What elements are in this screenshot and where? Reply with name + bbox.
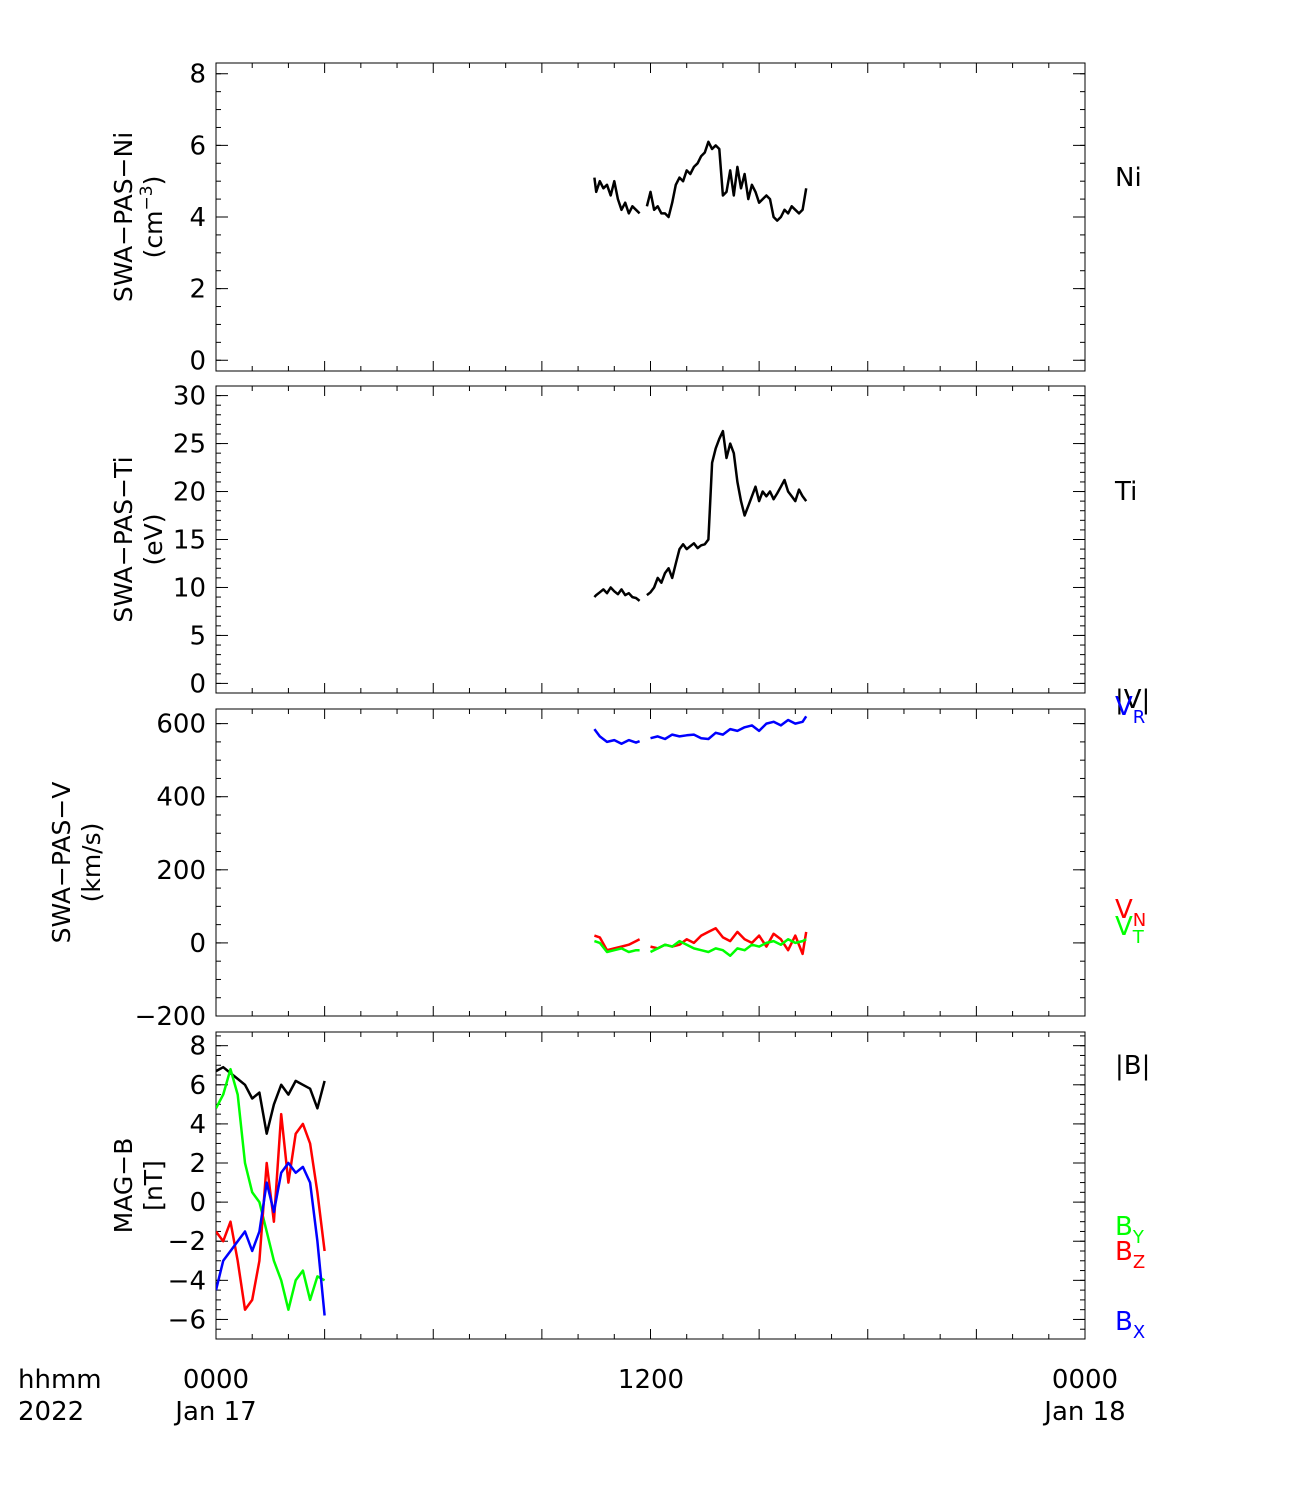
y-tick-label: −200 (135, 1002, 206, 1032)
legend-label: Ni (1115, 163, 1142, 193)
y-axis-label-line2: (eV) (139, 514, 168, 566)
y-tick-label: 2 (189, 275, 206, 305)
y-tick-label: 8 (189, 60, 206, 90)
legend-label: |V| (1115, 685, 1150, 715)
y-axis-label-line2: (km/s) (77, 823, 106, 903)
y-tick-label: 200 (156, 856, 206, 886)
y-tick-label: 400 (156, 783, 206, 813)
y-tick-label: 10 (173, 573, 206, 603)
y-tick-label: 20 (173, 478, 206, 508)
series-line-ni (593, 140, 808, 222)
panel-frame (215, 1031, 1086, 1340)
x-date-label-jan-17: Jan 17 (173, 1397, 256, 1427)
y-tick-label: 25 (173, 430, 206, 460)
y-axis-label-line1: MAG−B (109, 1138, 138, 1234)
y-tick-label: 6 (189, 1071, 206, 1101)
panel-ti: 0 5 10 15 20 25 30 SWA−PAS−Ti (eV) Ti (109, 382, 1137, 700)
panel-frame (215, 708, 1086, 1017)
series-line-vt (594, 938, 807, 957)
panel-frame (215, 385, 1086, 694)
y-tick-label: 30 (173, 382, 206, 412)
y-tick-label: 8 (189, 1032, 206, 1062)
legend-label: Ti (1114, 477, 1137, 507)
y-axis-label-line1: SWA−PAS−V (47, 782, 76, 944)
legend-label: |B| (1115, 1051, 1150, 1081)
y-tick-label: 5 (189, 621, 206, 651)
y-tick-label: 4 (189, 203, 206, 233)
legend-label: VN (1115, 895, 1146, 931)
x-tick-label-0000-end: 0000 (1052, 1365, 1118, 1395)
y-tick-label: 0 (189, 346, 206, 376)
y-axis-label-line1: SWA−PAS−Ni (109, 132, 138, 302)
y-tick-label: −2 (168, 1227, 206, 1257)
series-line-ti (593, 429, 808, 602)
y-tick-label: −4 (168, 1266, 206, 1296)
panel-ni: 0 2 4 6 8 SWA−PAS−Ni (cm−3) Ni (109, 60, 1142, 377)
y-axis-label-line1: SWA−PAS−Ti (109, 456, 138, 622)
x-tick-label-0000-start: 0000 (183, 1365, 249, 1395)
y-tick-label: 0 (189, 669, 206, 699)
series-line-vr (593, 715, 808, 745)
y-tick-label: 0 (189, 929, 206, 959)
x-date-label-jan-18: Jan 18 (1042, 1397, 1125, 1427)
legend-label: BZ (1115, 1237, 1145, 1273)
series-line-b (216, 1065, 326, 1135)
y-tick-label: 2 (189, 1149, 206, 1179)
y-axis-label-line2: (cm−3) (137, 176, 168, 259)
series-line-by (216, 1067, 326, 1311)
series-line-bz (216, 1112, 326, 1311)
y-tick-label: 15 (173, 526, 206, 556)
y-tick-label: 600 (156, 710, 206, 740)
y-tick-label: 0 (189, 1188, 206, 1218)
legend-label: BY (1115, 1212, 1145, 1248)
y-tick-label: −6 (168, 1305, 206, 1335)
time-row-label-hhmm: hhmm (18, 1365, 102, 1395)
y-axis-label-line2: [nT] (139, 1160, 168, 1211)
legend-label: VR (1115, 692, 1145, 728)
x-tick-label-1200: 1200 (618, 1365, 684, 1395)
panel-frame (215, 62, 1086, 372)
y-tick-label: 6 (189, 131, 206, 161)
time-row-label-year: 2022 (18, 1397, 84, 1427)
legend-label: BX (1115, 1307, 1145, 1343)
time-axis-labels: hhmm 2022 0000 1200 0000 Jan 17 Jan 18 (18, 1365, 1126, 1427)
y-tick-label: 4 (189, 1110, 206, 1140)
legend-label: VT (1115, 912, 1145, 948)
series-line-bx (216, 1161, 326, 1316)
